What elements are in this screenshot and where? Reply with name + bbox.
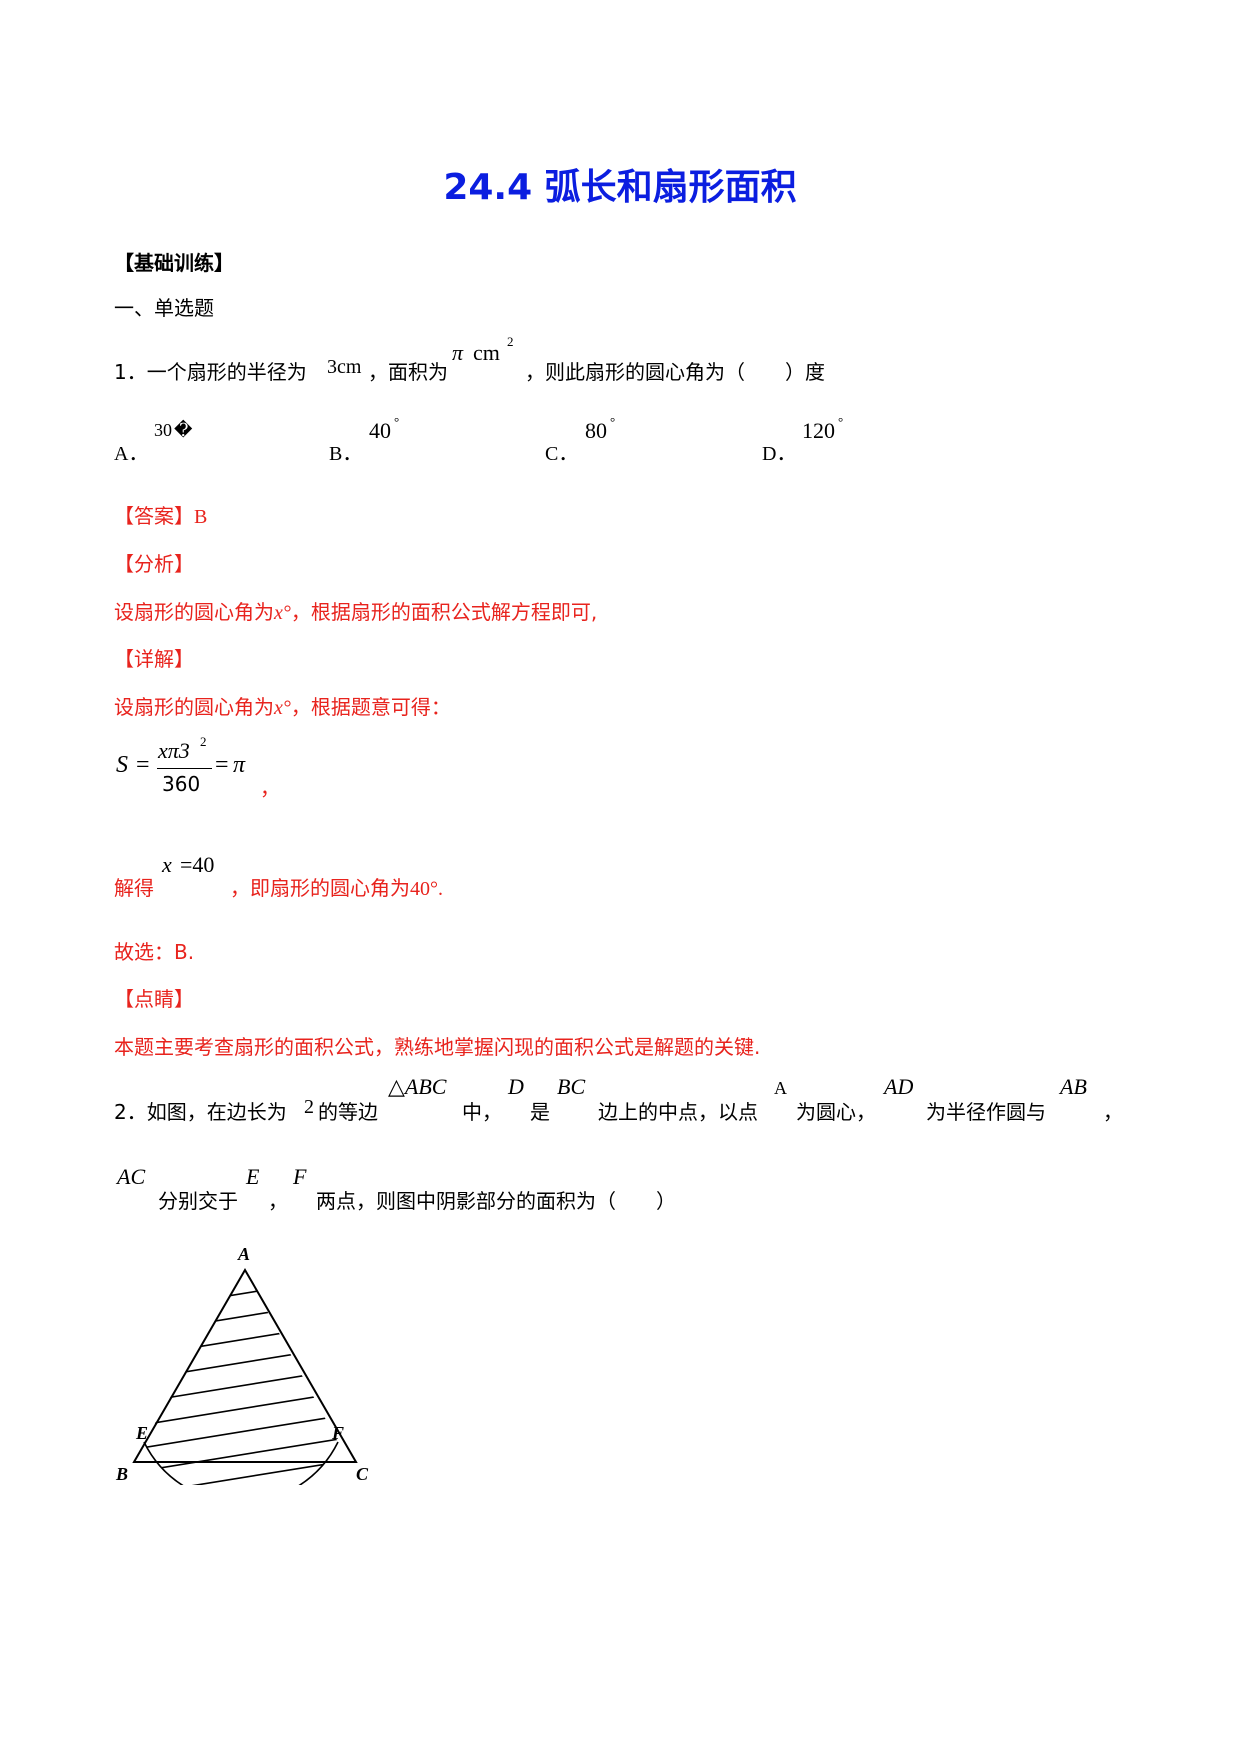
q1-suffix: ，则此扇形的圆心角为（ ）度 [525,360,825,384]
comment-text: 本题主要考查扇形的面积公式，熟练地掌握闪现的面积公式是解题的关键. [114,1035,761,1059]
option-c-label: C． [545,443,579,465]
q2-d: D [508,1074,524,1099]
q2-bc: BC [557,1074,586,1099]
choose-line: 故选：B. [114,940,195,964]
q1-prefix: 1．一个扇形的半径为 [114,360,307,384]
option-b-degree: ° [394,414,400,429]
option-b-value: 40 [369,418,391,443]
formula-eq2: = [215,752,229,778]
formula-numerator: xπ3 [158,738,190,763]
q2-p8: ， [1103,1100,1123,1124]
triangle-figure: A B C E F [115,1244,369,1485]
q2-p6: 为圆心， [796,1100,876,1124]
option-d-value: 120 [802,418,835,443]
q2-triangle: △ABC [388,1074,447,1099]
q2-p9: 分别交于 [158,1189,238,1213]
formula-pi: π [233,752,246,778]
option-d-degree: ° [838,414,844,429]
analysis-b: ，根据扇形的面积公式解方程即可, [290,600,598,624]
analysis-var: x° [274,602,291,624]
formula-eq1: = [136,752,150,778]
solve-eq: =40 [180,852,215,877]
detail-b: ，根据题意可得： [290,695,451,719]
label-c: C [356,1464,369,1484]
q2-p3: 中， [462,1100,502,1124]
option-a-degree: � [174,420,193,440]
q2-p4: 是 [530,1100,550,1124]
answer-value: B [194,506,208,528]
q1-area-unit: cm [473,340,500,365]
q2-e: E [246,1164,260,1189]
section-heading: 【基础训练】 [114,251,234,275]
label-a: A [237,1244,250,1264]
q1-radius: 3cm [327,356,362,378]
option-a-value: 30 [154,420,172,440]
q2-side: 2 [304,1096,314,1118]
formula-denominator: 360 [162,772,201,796]
q2-p10: 两点，则图中阴影部分的面积为（ ） [316,1189,676,1213]
fraction-bar [157,768,212,769]
page-title: 24.4 弧长和扇形面积 [443,167,797,208]
q2-p2: 的等边 [318,1100,378,1124]
q1-mid: ，面积为 [368,360,448,384]
formula-num-exp: 2 [200,734,207,749]
triangle-abc [132,1268,358,1463]
option-b-label: B． [329,443,363,465]
q2-ad: AD [884,1074,914,1099]
solve-x: x [162,852,172,877]
detail-tag: 【详解】 [114,647,194,671]
q2-p7: 为半径作圆与 [926,1100,1046,1124]
comment-tag: 【点睛】 [114,987,194,1011]
detail-var: x° [274,697,291,719]
q1-area-exp: 2 [507,334,514,349]
detail-a: 设扇形的圆心角为 [114,695,274,719]
solve-b: ，即扇形的圆心角为40°. [230,872,443,901]
formula-s: S [116,752,128,778]
analysis-a: 设扇形的圆心角为 [114,600,274,624]
arc-ef [143,1441,339,1485]
analysis-tag: 【分析】 [114,552,194,576]
q2-ab: AB [1060,1074,1087,1099]
solve-a: 解得 [114,876,154,900]
label-e: E [135,1423,148,1443]
formula-comma: ， [260,776,280,800]
label-b: B [115,1464,128,1484]
q2-f: F [293,1164,307,1189]
q2-p5: 边上的中点，以点 [598,1100,758,1124]
detail-text: 设扇形的圆心角为x°，根据题意可得： [114,691,451,720]
option-d-label: D． [762,443,797,465]
option-c-degree: ° [610,414,616,429]
q2-ac: AC [117,1164,146,1189]
answer-line: 【答案】B [114,500,207,529]
solve-b-text: ，即扇形的圆心角为 [230,876,410,900]
q2-comma: ， [268,1189,288,1213]
q1-area-pi: π [452,340,464,365]
q2-a: A [774,1078,787,1098]
answer-tag: 【答案】 [114,504,194,528]
solve-c: 40°. [410,878,443,900]
subsection-heading: 一、单选题 [114,296,214,320]
option-c-value: 80 [585,418,607,443]
analysis-text: 设扇形的圆心角为x°，根据扇形的面积公式解方程即可, [114,596,597,625]
label-f: F [331,1423,344,1443]
q2-p1: 2．如图，在边长为 [114,1100,287,1124]
option-a-label: A． [114,443,149,465]
